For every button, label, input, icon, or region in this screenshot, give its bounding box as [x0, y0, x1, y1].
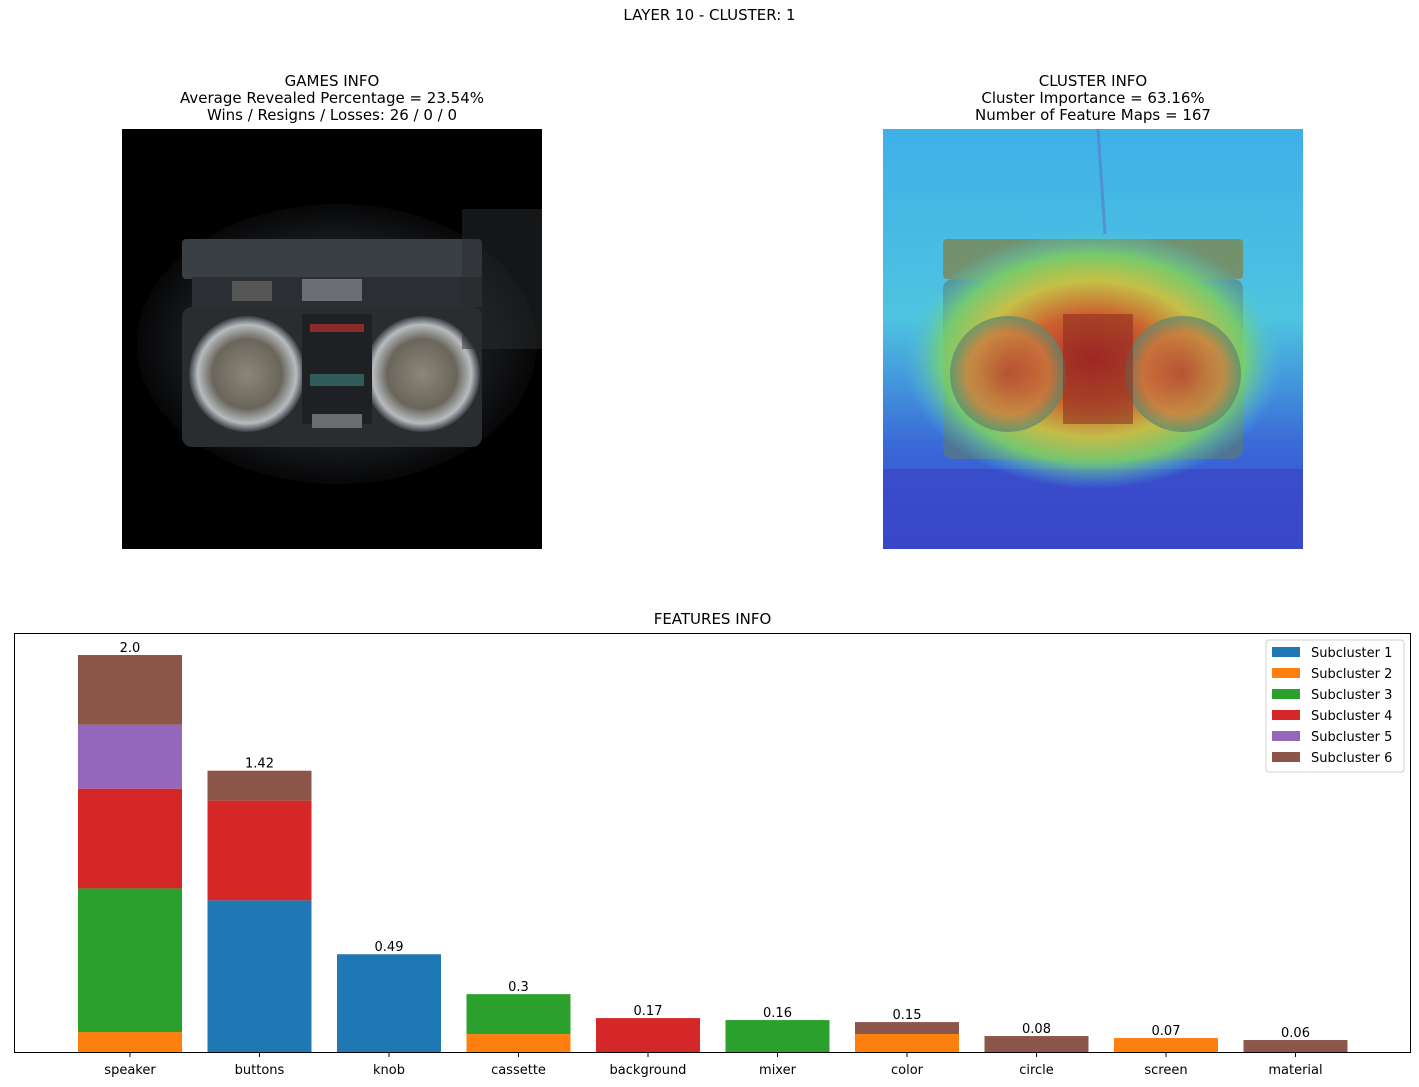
- legend-label: Subcluster 6: [1311, 751, 1392, 766]
- bar-segment-screen-s2: [1114, 1038, 1218, 1052]
- bar-total-label: 0.15: [893, 1008, 922, 1023]
- legend-frame: [1265, 639, 1405, 773]
- games-info-title-block: GAMES INFO Average Revealed Percentage =…: [122, 73, 542, 124]
- bar-segment-speaker-s4: [78, 788, 182, 889]
- legend-label: Subcluster 4: [1311, 709, 1392, 724]
- bar-segment-color-s2: [855, 1034, 959, 1052]
- x-tick-label: mixer: [759, 1063, 797, 1078]
- chart-title: FEATURES INFO: [653, 610, 772, 628]
- legend-label: Subcluster 1: [1311, 646, 1392, 661]
- bar-segment-buttons-s4: [207, 800, 312, 901]
- bar-total-label: 2.0: [120, 641, 141, 656]
- bar-total-label: 0.07: [1152, 1024, 1181, 1039]
- bar-segment-speaker-s2: [78, 1032, 182, 1052]
- x-tick-label: buttons: [235, 1063, 285, 1078]
- legend-label: Subcluster 5: [1311, 730, 1392, 745]
- x-tick-label: knob: [373, 1063, 405, 1078]
- x-tick-label: cassette: [491, 1063, 546, 1078]
- bar-total-label: 0.06: [1281, 1026, 1310, 1041]
- legend-swatch: [1272, 668, 1300, 678]
- games-info-revealed: Average Revealed Percentage = 23.54%: [179, 89, 484, 107]
- bar-segment-color-s6: [855, 1022, 959, 1035]
- revealed-image-art: [137, 204, 542, 484]
- x-tick-label: background: [610, 1063, 687, 1078]
- bar-segment-knob-s1: [337, 954, 441, 1052]
- bar-total-label: 0.08: [1022, 1022, 1051, 1037]
- bar-segment-speaker-s3: [78, 888, 182, 1033]
- x-tick-label: screen: [1144, 1063, 1187, 1078]
- bar-total-label: 0.49: [375, 940, 404, 955]
- cluster-info-title-block: CLUSTER INFO Cluster Importance = 63.16%…: [883, 73, 1303, 124]
- games-info-results: Wins / Resigns / Losses: 26 / 0 / 0: [206, 106, 458, 124]
- heatmap-image-art: [883, 129, 1303, 549]
- legend-swatch: [1272, 710, 1300, 720]
- legend-swatch: [1272, 752, 1300, 762]
- bar-total-label: 1.42: [245, 757, 274, 772]
- bar-segment-cassette-s2: [466, 1034, 571, 1052]
- bar-segment-mixer-s3: [725, 1020, 830, 1052]
- bar-total-label: 0.3: [508, 980, 529, 995]
- heatmap-image: [883, 129, 1303, 549]
- x-tick-label: color: [891, 1063, 924, 1078]
- x-tick-label: material: [1268, 1063, 1322, 1078]
- bar-totals-group: 2.0 1.42 0.49 0.3 0.17 0.16 0.15 0.08 0.07 0.06: [120, 641, 1310, 1041]
- bar-segment-material-s6: [1243, 1040, 1348, 1052]
- bar-total-label: 0.16: [763, 1006, 792, 1021]
- bar-segment-background-s4: [596, 1018, 700, 1052]
- legend-swatch: [1272, 731, 1300, 741]
- bar-segment-speaker-s6: [78, 654, 182, 725]
- revealed-image: [122, 129, 542, 549]
- x-tick-label: circle: [1019, 1063, 1054, 1078]
- plot-frame: [14, 633, 1411, 1053]
- bar-segment-buttons-s6: [207, 770, 312, 801]
- bar-total-label: 0.17: [634, 1004, 663, 1019]
- bar-segment-speaker-s5: [78, 724, 182, 789]
- figure-suptitle: LAYER 10 - CLUSTER: 1: [623, 6, 796, 24]
- bar-segment-cassette-s3: [466, 994, 571, 1035]
- legend-swatch: [1272, 689, 1300, 699]
- x-tick-label: speaker: [104, 1063, 156, 1078]
- legend-label: Subcluster 2: [1311, 667, 1392, 682]
- cluster-info-title: CLUSTER INFO: [1038, 72, 1148, 90]
- legend-swatch: [1272, 647, 1300, 657]
- games-info-title: GAMES INFO: [284, 72, 380, 90]
- bars-group: [78, 654, 1348, 1052]
- x-ticks-group: speaker buttons knob cassette background mixe…: [104, 1052, 1323, 1078]
- bar-segment-circle-s6: [984, 1036, 1089, 1052]
- cluster-info-feature-maps: Number of Feature Maps = 167: [975, 106, 1211, 124]
- cluster-info-importance: Cluster Importance = 63.16%: [981, 89, 1205, 107]
- legend: Subcluster 1 Subcluster 2 Subcluster 3 Subc…: [1265, 639, 1405, 773]
- legend-label: Subcluster 3: [1311, 688, 1392, 703]
- bar-segment-buttons-s1: [207, 900, 312, 1052]
